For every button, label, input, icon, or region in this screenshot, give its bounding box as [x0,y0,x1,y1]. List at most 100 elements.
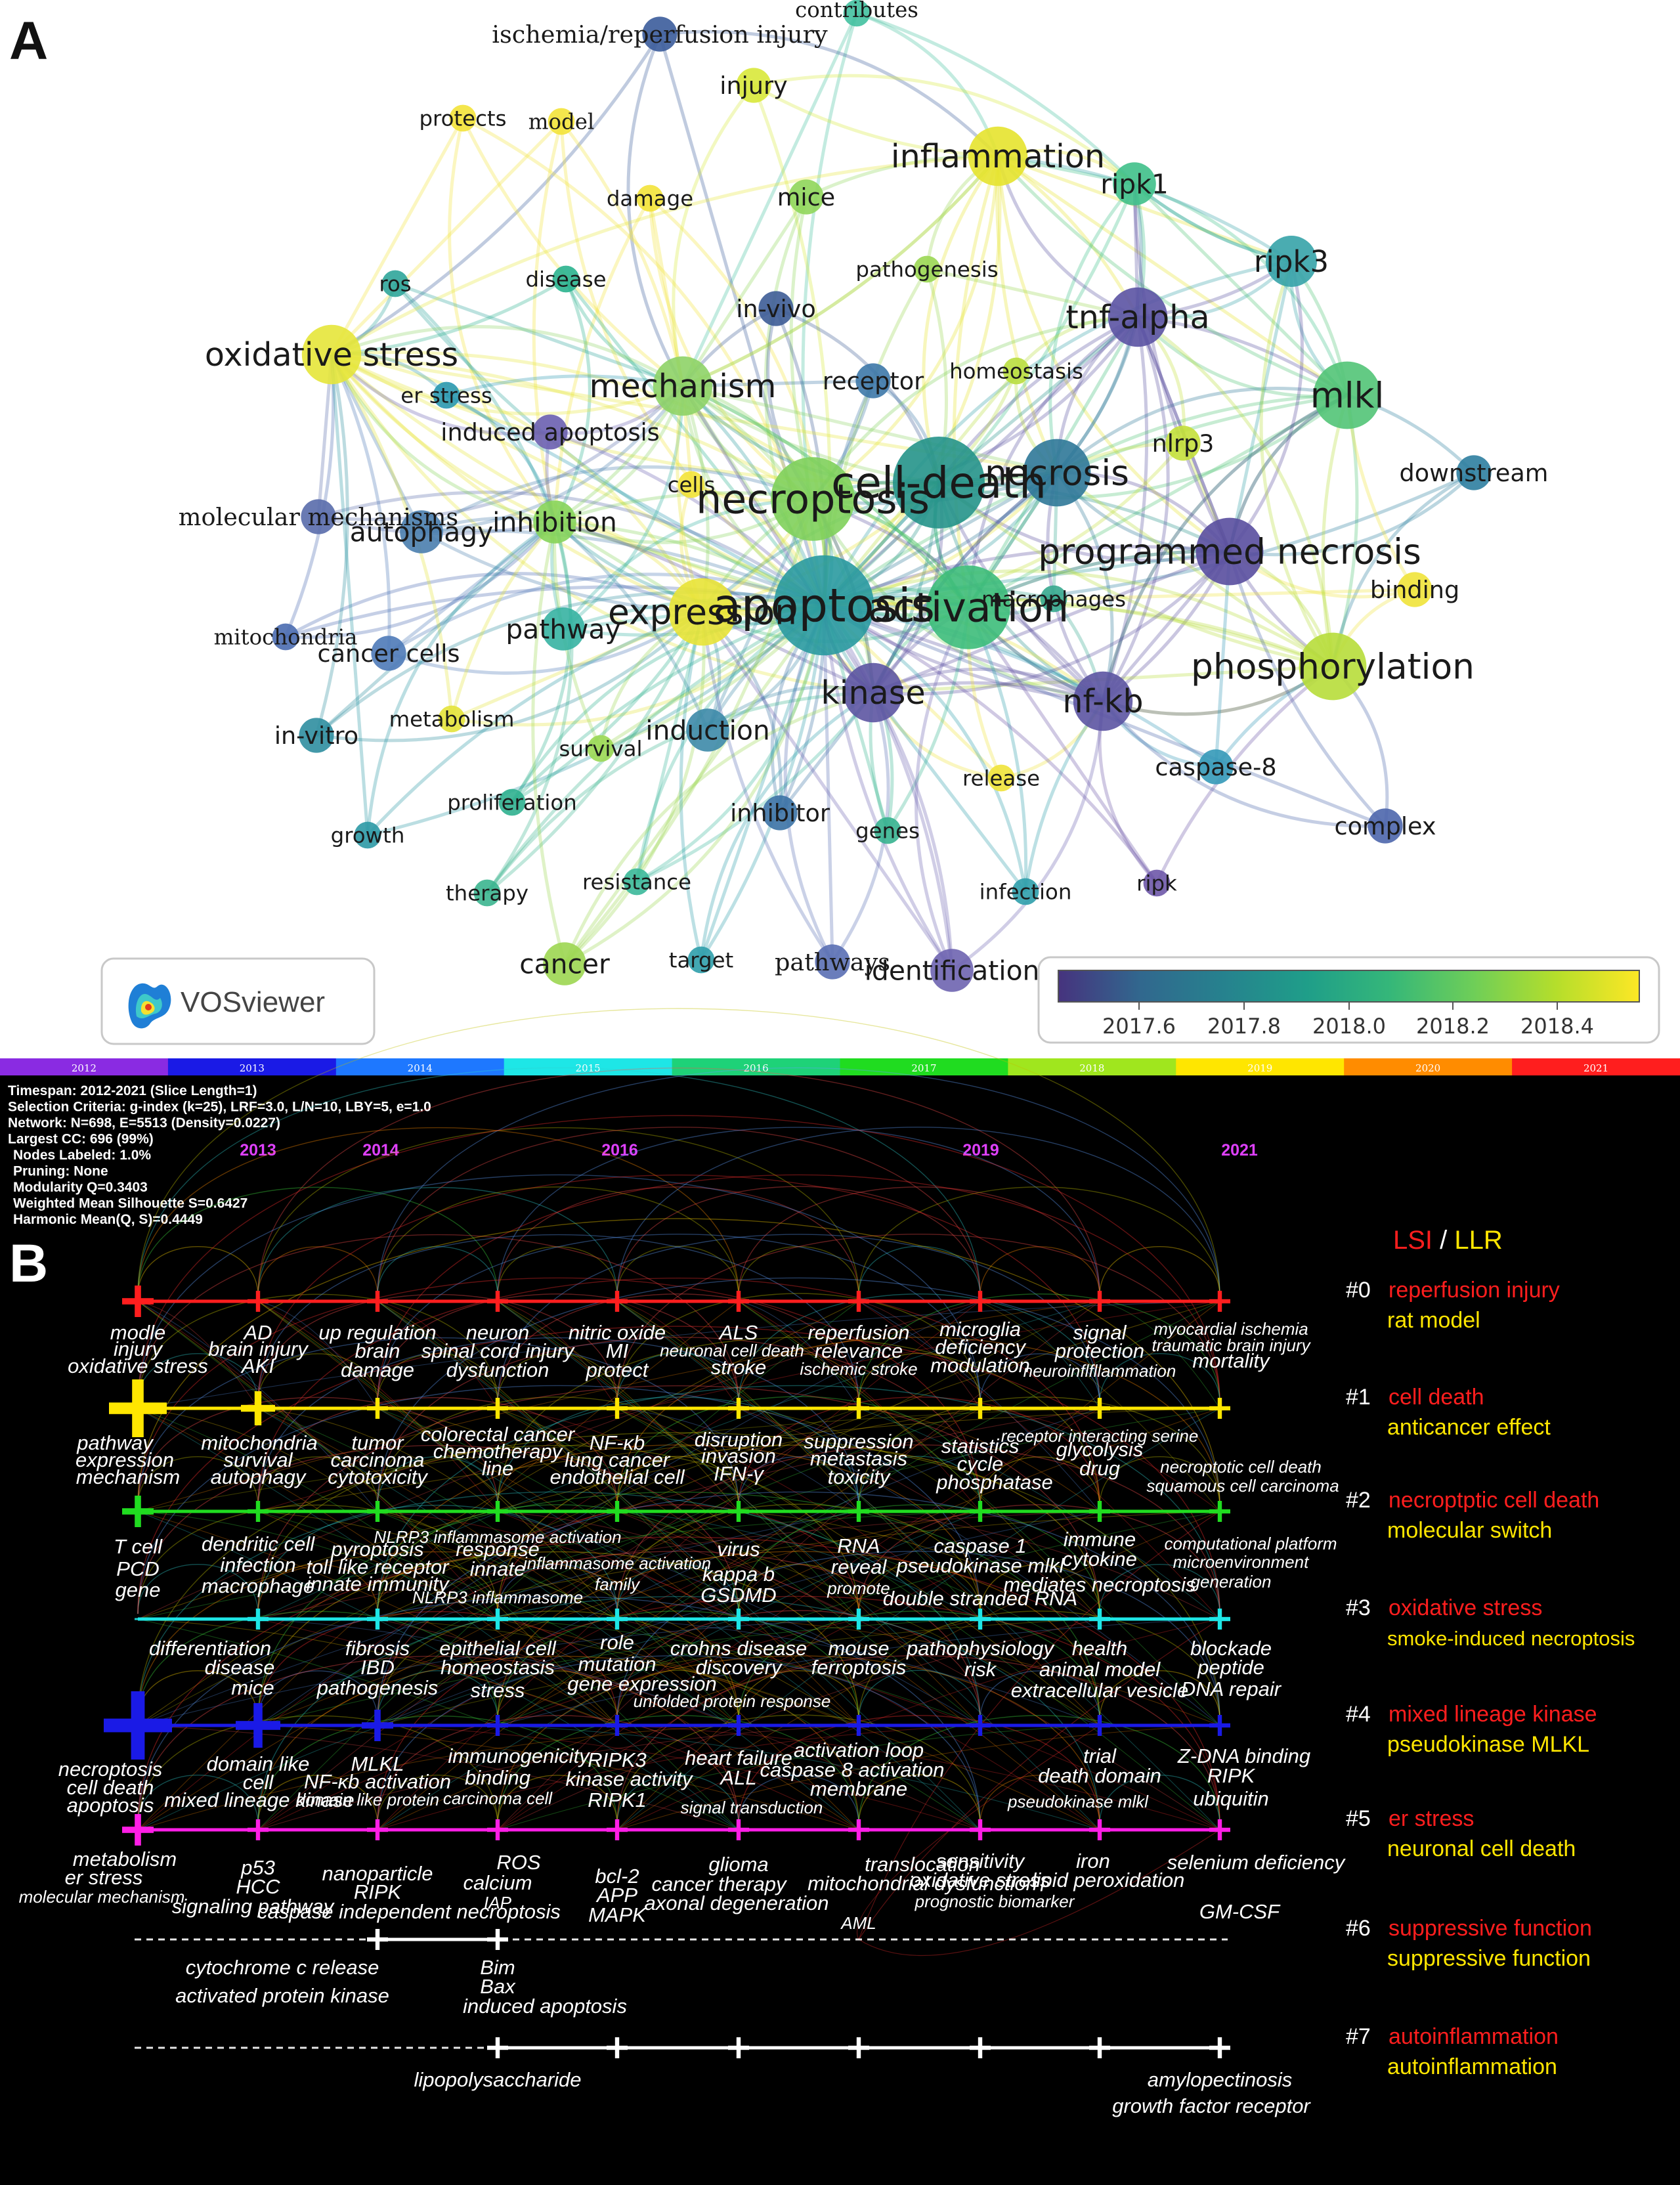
year-label: 2021 [1221,1141,1258,1159]
network-edge [699,691,874,961]
timeline-term: signal transduction [681,1798,823,1817]
cross-link [257,1511,859,1830]
network-edge [626,33,685,387]
timeline-cross [1209,1509,1230,1514]
node-ox [301,324,362,385]
node-ros [381,270,409,297]
network-edge [968,603,1333,668]
network-edge [995,156,1059,474]
cross-link [377,1511,859,1726]
timeline-cross [970,1406,991,1411]
timeline-cross [728,1406,749,1411]
cross-link [616,1511,1220,1830]
network-edge [420,530,703,614]
cross-link [137,1725,739,1830]
network-edge [682,155,999,388]
cluster-llr-label: autoinflammation [1387,2054,1557,2079]
label-genes: genes [855,818,920,843]
timeline-term: metabolism [73,1848,177,1871]
svg-text:LSI / LLR: LSI / LLR [1393,1226,1503,1255]
timeline-arc [858,1186,1220,1297]
timeline-cross [487,1299,508,1304]
node-inhibitor [762,795,798,831]
timeline-arc [137,1564,259,1614]
timeline-term: ferroptosis [811,1656,907,1679]
timeline-term: brain [355,1339,400,1362]
network-edge [1101,393,1348,702]
timeline-arc [257,1278,1100,1507]
timeline-arc [616,1563,739,1614]
timeline-arc [257,1564,378,1614]
network-edge [856,11,1136,185]
info-line: Timespan: 2012-2021 (Slice Length=1) [8,1083,257,1098]
timeline-cross [1209,1827,1230,1832]
cross-link [377,1301,981,1830]
timeline-term: gene [116,1578,161,1601]
timeline-term: lung cancer [565,1448,671,1471]
timeline-term: amylopectinosis [1148,2068,1293,2091]
timeline-cross [367,1827,388,1832]
timeline-arc [377,1444,981,1614]
timeline-term: chemotherapy [433,1440,564,1463]
network-edge [764,196,826,607]
timeline-cross [728,2045,749,2050]
label-prolif: proliferation [447,790,577,815]
timeline-arc [257,1068,1100,1297]
network-edge [284,354,335,638]
network-edge [450,521,556,720]
network-edge [421,385,685,534]
cross-link [257,1408,1100,1620]
network-edge [284,572,703,639]
timeline-arc [137,1655,739,1825]
timeline-term: promote [827,1578,890,1598]
timeline-term: lipid peroxidation [1032,1869,1185,1892]
network-edge [330,353,874,695]
info-line: Selection Criteria: g-index (k=25), LRF=… [8,1100,431,1115]
timeline-term: NF-κb [590,1431,645,1454]
cross-link [257,1618,859,1830]
timeline-arc [497,1396,859,1507]
network-edge [1136,315,1335,667]
cross-link [377,1301,739,1620]
network-edge [1228,261,1304,553]
node-necroptosis [771,457,855,541]
cross-link [616,1301,739,1409]
timeline-arc [497,1186,859,1297]
timeline-term: nanoparticle [322,1862,433,1885]
timeline-term: activated protein kinase [175,1984,389,2007]
label-metabolism: metabolism [389,706,515,731]
cross-link [377,1408,1220,1620]
label-damage: damage [607,186,693,211]
timeline-cross [728,1723,749,1728]
network-edge [366,520,556,836]
timeline-term: unfolded protein response [634,1691,831,1711]
timeline-arc [257,1246,378,1297]
timeline-term: brain injury [208,1337,309,1360]
node-ident [930,949,974,992]
network-edge [330,354,370,836]
timeline-arc [257,1353,378,1404]
node-disease [552,265,580,293]
network-edge [823,183,1136,607]
timeline-arc [616,1610,981,1721]
timeline-term: virus [717,1538,760,1561]
timeline-arc [137,1067,981,1297]
cross-link [137,1301,739,1830]
timeline-cross [607,1406,628,1411]
network-edge [330,117,465,356]
timeline-arc [257,1596,1100,1825]
network-edge [635,691,874,884]
timeline-arc [257,1775,378,1825]
cross-link [616,1408,1100,1726]
cluster-id: #0 [1346,1278,1371,1303]
cross-link [377,1301,498,1409]
label-activation: activation [868,584,1069,632]
timeline-term: AD [242,1321,272,1344]
timeline-cross [487,1723,508,1728]
logo-text: VOSviewer [181,986,325,1018]
node-tnfa [1108,287,1168,347]
label-model: model [528,109,594,134]
timeline-arc [257,1234,859,1404]
timeline-term: protection [1054,1339,1144,1362]
node-growth [354,821,381,849]
